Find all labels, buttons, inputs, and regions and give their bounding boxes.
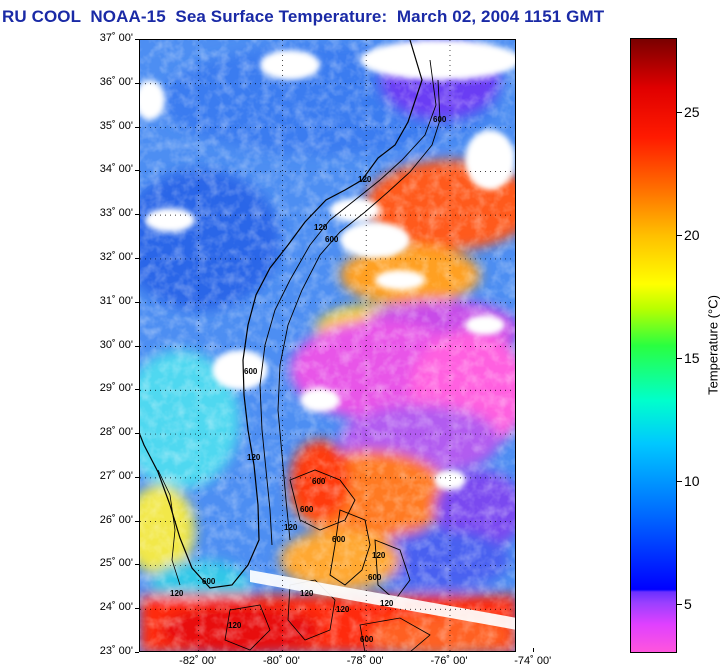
svg-text:120: 120 [336,605,350,614]
latitude-label: 26˚ 00' [99,513,133,526]
latitude-tick [135,433,139,434]
colorbar-tick [677,235,682,236]
latitude-label: 31˚ 00' [99,294,133,307]
latitude-label: 24˚ 00' [99,601,133,614]
latitude-tick [135,39,139,40]
latitude-label: 30˚ 00' [99,338,133,351]
svg-text:600: 600 [332,535,346,544]
latitude-tick [135,564,139,565]
latitude-label: 35˚ 00' [99,119,133,132]
latitude-tick [135,521,139,522]
latitude-label: 27˚ 00' [99,469,133,482]
svg-text:600: 600 [360,635,374,644]
colorbar-tick [677,358,682,359]
svg-text:120: 120 [228,621,242,630]
latitude-tick [135,214,139,215]
latitude-label: 36˚ 00' [99,75,133,88]
colorbar-tick-label: 5 [684,595,692,612]
colorbar-tick-label: 10 [684,472,700,489]
colorbar-tick [677,604,682,605]
colorbar-tick-label: 25 [684,103,700,120]
svg-text:600: 600 [312,477,326,486]
latitude-tick [135,389,139,390]
latitude-tick [135,608,139,609]
latitude-tick [135,302,139,303]
latitude-tick [135,170,139,171]
svg-text:600: 600 [300,505,314,514]
svg-text:120: 120 [247,453,261,462]
latitude-tick [135,127,139,128]
svg-text:120: 120 [284,523,298,532]
longitude-tick [533,648,534,652]
temperature-colorbar [630,38,677,653]
latitude-tick [135,346,139,347]
sst-map-image: 600 120 120 600 600 120 600 600 120 600 … [140,40,515,651]
colorbar-tick [677,481,682,482]
svg-text:600: 600 [244,367,258,376]
latitude-label: 25˚ 00' [99,557,133,570]
latitude-label: 32˚ 00' [99,250,133,263]
longitude-label: -82˚ 00' [179,655,217,667]
latitude-label: 23˚ 00' [99,645,133,657]
svg-text:120: 120 [358,175,372,184]
svg-text:600: 600 [368,573,382,582]
latitude-label: 37˚ 00' [99,32,133,44]
latitude-label: 28˚ 00' [99,426,133,439]
svg-text:120: 120 [300,589,314,598]
latitude-label: 33˚ 00' [99,207,133,220]
svg-text:120: 120 [372,551,386,560]
svg-text:120: 120 [314,223,328,232]
latitude-tick [135,258,139,259]
latitude-tick [135,83,139,84]
colorbar-tick [677,112,682,113]
svg-text:600: 600 [202,577,216,586]
svg-text:120: 120 [170,589,184,598]
colorbar-title: Temperature (°C) [705,295,721,395]
colorbar-tick-label: 15 [684,349,700,366]
latitude-label: 34˚ 00' [99,163,133,176]
latitude-label: 29˚ 00' [99,382,133,395]
longitude-label: -80˚ 00' [262,655,300,667]
colorbar-tick-label: 20 [684,226,700,243]
longitude-label: -78˚ 00' [346,655,384,667]
latitude-tick [135,652,139,653]
svg-text:120: 120 [380,599,394,608]
sst-map: 600 120 120 600 600 120 600 600 120 600 … [139,39,516,652]
svg-text:600: 600 [433,115,447,124]
chart-title: RU COOL NOAA-15 Sea Surface Temperature:… [2,7,605,26]
longitude-label: -76˚ 00' [430,655,468,667]
latitude-tick [135,477,139,478]
svg-text:600: 600 [325,235,339,244]
longitude-label: -74˚ 00' [514,655,552,667]
